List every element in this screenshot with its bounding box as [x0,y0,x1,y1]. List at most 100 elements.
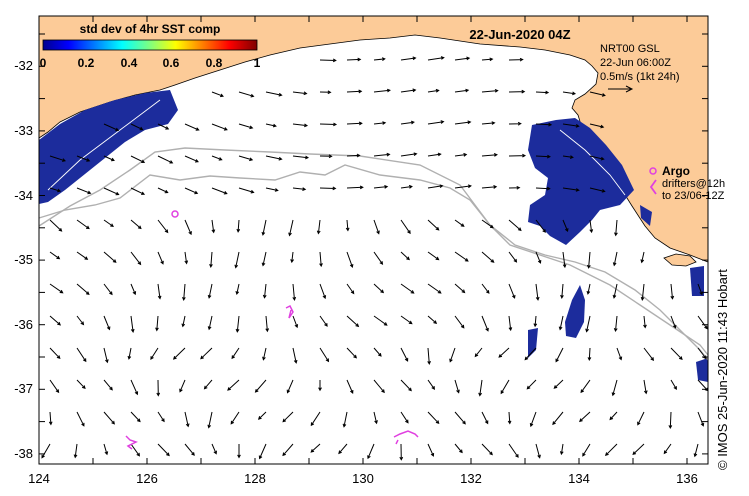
current-arrow [103,251,117,263]
current-arrow [612,283,618,299]
current-arrow [76,379,86,390]
land-kangaroo-island [663,253,697,267]
colorbar-tick: 0.4 [121,56,138,70]
current-arrow [587,347,592,362]
current-arrow [508,443,519,458]
current-arrow [604,443,618,457]
current-arrow [454,56,471,61]
current-arrow [209,251,213,268]
current-arrow [508,283,516,299]
current-arrow [481,443,493,456]
current-arrow [41,443,51,459]
current-arrow [292,91,308,96]
current-arrow [346,89,363,94]
current-arrow [643,379,648,395]
current-arrow [76,187,92,195]
current-arrow [533,315,538,328]
current-arrow [427,88,440,93]
current-arrow [288,219,294,237]
current-arrow [157,123,170,130]
argo-track-icon [649,179,657,195]
current-arrow [346,347,358,359]
current-arrow [400,184,413,189]
current-arrow [286,379,294,394]
current-arrow [130,251,142,266]
current-arrow [373,315,388,326]
x-tick-label: 124 [28,471,50,486]
current-arrow [508,251,518,263]
colorbar-tick: 0.2 [78,56,95,70]
current-arrow [130,155,146,163]
current-arrow [49,251,61,260]
current-arrow [373,283,385,294]
argo-float-1 [171,210,179,218]
sst-patches [39,90,708,382]
current-arrow [182,283,186,301]
current-arrow [76,347,87,363]
current-arrow [261,219,267,236]
current-arrow [535,283,540,301]
current-arrow [103,411,115,425]
y-tick-label: -35 [14,252,33,267]
current-arrow [319,186,337,191]
current-arrow [373,185,389,189]
current-legend: NRT00 GSL 22-Jun 06:00Z 0.5m/s (1kt 24h) [600,43,679,83]
current-arrow [508,315,513,332]
current-arrow [292,347,298,364]
argo-marker-icon [649,167,657,175]
current-arrow [616,347,623,361]
current-arrow [693,443,699,458]
current-arrow [579,411,591,423]
current-arrow [535,122,553,127]
current-arrow [589,123,605,129]
current-arrow [611,379,618,397]
current-arrow [670,379,677,390]
current-arrow [559,443,564,456]
current-arrow [319,90,332,95]
current-arrow [346,185,364,190]
current-arrow [427,120,445,125]
current-arrow [560,283,564,299]
current-arrow [316,219,321,235]
current-arrow [454,219,465,227]
current-arrow [481,283,490,294]
current-arrow [535,251,542,264]
bathymetry-contours [38,147,709,361]
current-arrow [227,379,240,391]
current-arrow [265,91,283,97]
current-arrow [292,283,297,301]
current-arrow [454,379,460,394]
colorbar-tick: 0.6 [163,56,180,70]
current-arrow [427,379,435,390]
current-arrow [157,155,174,164]
current-arrow [663,443,672,455]
current-arrow [562,219,569,233]
current-arrow [211,187,228,195]
current-arrow [238,155,254,162]
current-arrow [181,315,186,328]
current-arrow [454,152,468,157]
current-arrow [427,283,442,294]
imos-credit: © IMOS 25-Jun-2020 11:43 Hobart [715,269,730,470]
current-arrow [454,443,463,454]
current-arrow [130,187,146,195]
current-arrow [613,315,618,333]
current-arrow [609,411,618,421]
current-arrow [207,283,213,299]
current-arrow [427,315,438,325]
current-arrow [103,187,120,196]
current-arrow [346,57,362,62]
current-arrow [529,411,537,428]
current-arrow [310,443,321,453]
current-arrow [449,347,456,363]
current-arrow [157,187,169,194]
current-arrow [427,347,431,365]
current-arrow [130,443,140,457]
current-arrow [292,123,309,128]
current-arrow [155,315,159,332]
current-arrow [535,219,546,233]
current-arrow [319,58,337,63]
y-tick-label: -37 [14,381,33,396]
current-arrow [535,154,551,159]
current-arrow [400,411,409,424]
